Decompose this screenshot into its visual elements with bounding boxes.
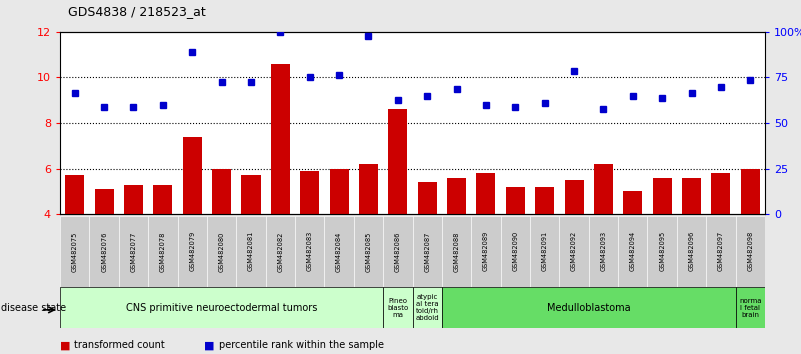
Text: GSM482083: GSM482083 bbox=[307, 231, 312, 272]
Bar bbox=[65, 176, 84, 214]
Bar bbox=[300, 171, 320, 214]
Text: GSM482080: GSM482080 bbox=[219, 231, 224, 272]
Bar bbox=[647, 216, 677, 287]
Text: GSM482095: GSM482095 bbox=[659, 231, 665, 272]
Text: GSM482094: GSM482094 bbox=[630, 231, 636, 272]
Bar bbox=[501, 216, 530, 287]
Bar bbox=[119, 216, 148, 287]
Text: GSM482075: GSM482075 bbox=[72, 231, 78, 272]
Text: ■: ■ bbox=[204, 341, 215, 350]
Bar bbox=[530, 216, 559, 287]
Bar bbox=[359, 164, 378, 214]
Bar bbox=[442, 287, 735, 328]
Bar bbox=[324, 216, 354, 287]
Bar bbox=[535, 187, 554, 214]
Text: GSM482079: GSM482079 bbox=[189, 231, 195, 272]
Text: GSM482087: GSM482087 bbox=[425, 231, 430, 272]
Bar bbox=[271, 64, 290, 214]
Bar bbox=[178, 216, 207, 287]
Bar bbox=[417, 182, 437, 214]
Bar bbox=[383, 287, 413, 328]
Bar bbox=[153, 184, 172, 214]
Text: GSM482077: GSM482077 bbox=[131, 231, 136, 272]
Bar bbox=[148, 216, 178, 287]
Text: GSM482090: GSM482090 bbox=[513, 231, 518, 272]
Bar bbox=[589, 216, 618, 287]
Bar bbox=[266, 216, 295, 287]
Bar bbox=[413, 287, 442, 328]
Text: GSM482078: GSM482078 bbox=[160, 231, 166, 272]
Text: GSM482084: GSM482084 bbox=[336, 231, 342, 272]
Bar bbox=[413, 216, 442, 287]
Bar bbox=[183, 137, 202, 214]
Text: GSM482085: GSM482085 bbox=[365, 231, 372, 272]
Bar bbox=[207, 216, 236, 287]
Text: ■: ■ bbox=[60, 341, 70, 350]
Bar bbox=[447, 178, 466, 214]
Text: transformed count: transformed count bbox=[74, 341, 165, 350]
Bar bbox=[653, 178, 672, 214]
Bar bbox=[677, 216, 706, 287]
Text: GSM482076: GSM482076 bbox=[101, 231, 107, 272]
Bar bbox=[741, 169, 760, 214]
Text: Pineo
blasto
ma: Pineo blasto ma bbox=[387, 298, 409, 318]
Bar bbox=[565, 180, 584, 214]
Bar bbox=[559, 216, 589, 287]
Bar bbox=[711, 173, 731, 214]
Bar bbox=[623, 192, 642, 214]
Text: GSM482081: GSM482081 bbox=[248, 231, 254, 272]
Bar bbox=[241, 176, 260, 214]
Bar bbox=[594, 164, 613, 214]
Bar bbox=[354, 216, 383, 287]
Text: disease state: disease state bbox=[1, 303, 66, 313]
Text: atypic
al tera
toid/rh
abdoid: atypic al tera toid/rh abdoid bbox=[416, 294, 439, 321]
Text: GSM482091: GSM482091 bbox=[541, 231, 548, 272]
Bar bbox=[618, 216, 647, 287]
Text: GSM482093: GSM482093 bbox=[601, 231, 606, 272]
Bar bbox=[60, 216, 90, 287]
Bar bbox=[212, 169, 231, 214]
Bar bbox=[505, 187, 525, 214]
Text: GSM482096: GSM482096 bbox=[689, 231, 694, 272]
Bar bbox=[442, 216, 471, 287]
Bar bbox=[329, 169, 348, 214]
Text: norma
l fetal
brain: norma l fetal brain bbox=[739, 298, 762, 318]
Bar bbox=[735, 287, 765, 328]
Bar bbox=[682, 178, 701, 214]
Text: GSM482098: GSM482098 bbox=[747, 231, 753, 272]
Bar bbox=[295, 216, 324, 287]
Text: GSM482092: GSM482092 bbox=[571, 231, 577, 272]
Text: GSM482082: GSM482082 bbox=[277, 231, 284, 272]
Text: CNS primitive neuroectodermal tumors: CNS primitive neuroectodermal tumors bbox=[126, 303, 317, 313]
Bar bbox=[124, 184, 143, 214]
Bar bbox=[477, 173, 496, 214]
Bar bbox=[90, 216, 119, 287]
Text: GDS4838 / 218523_at: GDS4838 / 218523_at bbox=[68, 5, 206, 18]
Text: percentile rank within the sample: percentile rank within the sample bbox=[219, 341, 384, 350]
Text: GSM482086: GSM482086 bbox=[395, 231, 400, 272]
Bar bbox=[706, 216, 735, 287]
Bar bbox=[388, 109, 408, 214]
Bar bbox=[95, 189, 114, 214]
Bar bbox=[735, 216, 765, 287]
Text: Medulloblastoma: Medulloblastoma bbox=[547, 303, 630, 313]
Text: GSM482088: GSM482088 bbox=[453, 231, 460, 272]
Text: GSM482097: GSM482097 bbox=[718, 231, 724, 272]
Text: GSM482089: GSM482089 bbox=[483, 231, 489, 272]
Bar bbox=[471, 216, 501, 287]
Bar bbox=[236, 216, 266, 287]
Bar bbox=[60, 287, 383, 328]
Bar bbox=[383, 216, 413, 287]
